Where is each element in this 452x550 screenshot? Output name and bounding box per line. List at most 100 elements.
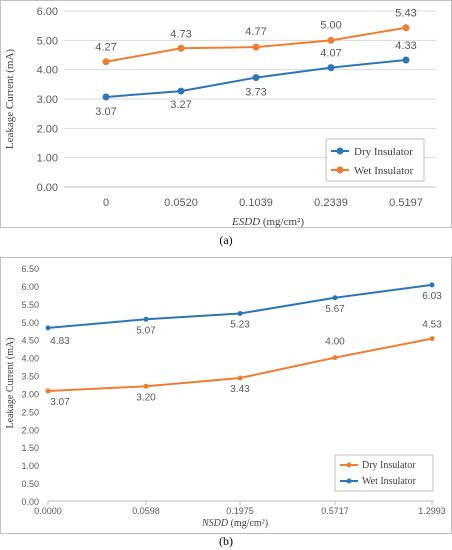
data-label: 4.53 <box>422 320 442 331</box>
data-point <box>332 355 338 361</box>
panel-b-series <box>45 282 435 394</box>
panel-a-legend: Dry Insulator Wet Insulator <box>325 138 425 182</box>
panel-a-y-tick-labels: 0.00 1.00 2.00 3.00 4.00 5.00 6.00 <box>37 6 58 194</box>
x-tick-label: 0.5197 <box>389 197 423 209</box>
data-label: 3.07 <box>50 397 70 408</box>
data-label: 4.07 <box>320 48 341 60</box>
y-tick-label: 4.50 <box>21 336 39 346</box>
y-tick-label: 4.00 <box>21 354 39 364</box>
panel-b-x-tick-labels: 0.0000 0.0598 0.1975 0.5717 1.2993 <box>34 506 446 516</box>
x-tick-label: 1.2993 <box>418 506 446 516</box>
y-tick-label: 3.50 <box>21 372 39 382</box>
panel-a-y-axis-title: Leakage Current (mA) <box>4 49 16 150</box>
y-tick-label: 0.50 <box>21 479 39 489</box>
data-point <box>143 316 149 322</box>
panel-b-x-axis-title-var: NSDD <box>201 518 229 529</box>
panel-a-x-axis-title-var: ESDD <box>231 216 260 228</box>
data-point <box>45 325 51 331</box>
panel-b-frame <box>0 257 452 534</box>
panel-b-x-axis-title: NSDD (mg/cm²) <box>201 518 268 529</box>
panel-a-legend-wet-marker <box>336 166 344 174</box>
data-label: 4.27 <box>95 42 116 54</box>
panel-a-frame <box>0 0 452 228</box>
data-point <box>402 24 410 32</box>
chart-panel-b: Leakage Current (mA) 0.00 0.50 1.00 1.50 2.0… <box>0 257 452 534</box>
panel-b-legend: Dry Insulator Wet Insulator <box>334 454 434 492</box>
data-label: 6.03 <box>422 291 442 302</box>
data-point <box>177 87 185 95</box>
panel-a-x-axis-title-unit: (mg/cm²) <box>260 216 304 228</box>
panel-b-legend-wet-marker <box>346 478 352 484</box>
panel-a-data-labels: 3.07 3.27 3.73 4.07 4.33 4.27 4.73 4.77 5.00 5.43 <box>95 8 416 118</box>
panel-b-x-axis-title-unit: (mg/cm²) <box>228 518 268 529</box>
panel-b-y-axis-title: Leakage Current (mA) <box>5 337 16 428</box>
data-point <box>237 375 243 381</box>
y-tick-label: 3.00 <box>21 389 39 399</box>
y-tick-label: 6.00 <box>21 282 39 292</box>
data-point <box>429 336 435 342</box>
x-tick-label: 0.1039 <box>239 197 273 209</box>
panel-a-x-tick-labels: 0 0.0520 0.1039 0.2339 0.5197 <box>103 197 423 209</box>
panel-b-legend-wet-label: Wet Insulator <box>362 476 417 487</box>
data-point <box>327 64 335 72</box>
panel-a-x-axis-title: ESDD (mg/cm²) <box>231 216 304 228</box>
data-point <box>102 58 110 66</box>
data-point <box>252 43 260 51</box>
data-point <box>177 44 185 52</box>
x-tick-label: 0.0000 <box>34 506 62 516</box>
data-label: 3.43 <box>230 384 250 395</box>
y-tick-label: 2.00 <box>21 425 39 435</box>
data-label: 4.77 <box>245 26 266 38</box>
panel-b-y-tick-labels: 0.00 0.50 1.00 1.50 2.00 2.50 3.00 3.50 4.00 4.50… <box>21 264 39 507</box>
x-tick-label: 0 <box>103 197 109 209</box>
data-label: 5.00 <box>320 19 341 31</box>
data-label: 5.67 <box>325 304 345 315</box>
data-point <box>143 383 149 389</box>
data-point <box>252 74 260 82</box>
y-tick-label: 3.00 <box>37 94 58 106</box>
y-tick-label: 5.00 <box>21 318 39 328</box>
data-point <box>102 93 110 101</box>
data-label: 5.07 <box>136 325 156 336</box>
y-tick-label: 0.00 <box>21 497 39 507</box>
data-label: 4.33 <box>395 40 416 52</box>
panel-b-legend-dry-marker <box>346 462 352 468</box>
y-tick-label: 5.50 <box>21 300 39 310</box>
x-tick-label: 0.0520 <box>164 197 198 209</box>
y-tick-label: 6.50 <box>21 264 39 274</box>
data-point <box>429 282 435 288</box>
data-label: 3.27 <box>170 99 191 111</box>
x-tick-label: 0.1975 <box>226 506 254 516</box>
y-tick-label: 1.00 <box>21 461 39 471</box>
panel-b-caption: (b) <box>219 534 233 548</box>
x-tick-label: 0.2339 <box>314 197 348 209</box>
data-point <box>332 295 338 301</box>
data-label: 4.73 <box>170 28 191 40</box>
data-label: 5.23 <box>230 320 250 331</box>
chart-panel-a: Leakage Current (mA) 0.00 1.00 2.00 3.00 4.0… <box>0 0 452 228</box>
y-tick-label: 0.00 <box>37 182 58 194</box>
data-point <box>402 56 410 64</box>
panel-a-legend-wet-label: Wet Insulator <box>354 165 414 177</box>
panel-a-series <box>102 24 410 101</box>
panel-a-legend-box <box>325 138 425 182</box>
y-tick-label: 4.00 <box>37 65 58 77</box>
panel-b-data-labels: 3.07 3.20 3.43 4.00 4.53 4.83 5.07 5.23 5.67 6.03 <box>50 291 442 408</box>
y-tick-label: 2.50 <box>21 407 39 417</box>
panel-a-legend-dry-marker <box>336 147 344 155</box>
data-point <box>45 388 51 394</box>
panel-a-legend-dry-label: Dry Insulator <box>354 146 413 158</box>
y-tick-label: 1.00 <box>37 153 58 165</box>
data-label: 3.07 <box>95 106 116 118</box>
y-tick-label: 2.00 <box>37 123 58 135</box>
data-point <box>237 311 243 317</box>
data-label: 3.20 <box>136 392 156 403</box>
data-label: 5.43 <box>395 8 416 20</box>
y-tick-label: 1.50 <box>21 443 39 453</box>
panel-a-gridlines <box>64 10 436 188</box>
data-label: 4.00 <box>325 337 345 348</box>
y-tick-label: 5.00 <box>37 35 58 47</box>
x-tick-label: 0.0598 <box>132 506 160 516</box>
data-label: 3.73 <box>245 87 266 99</box>
